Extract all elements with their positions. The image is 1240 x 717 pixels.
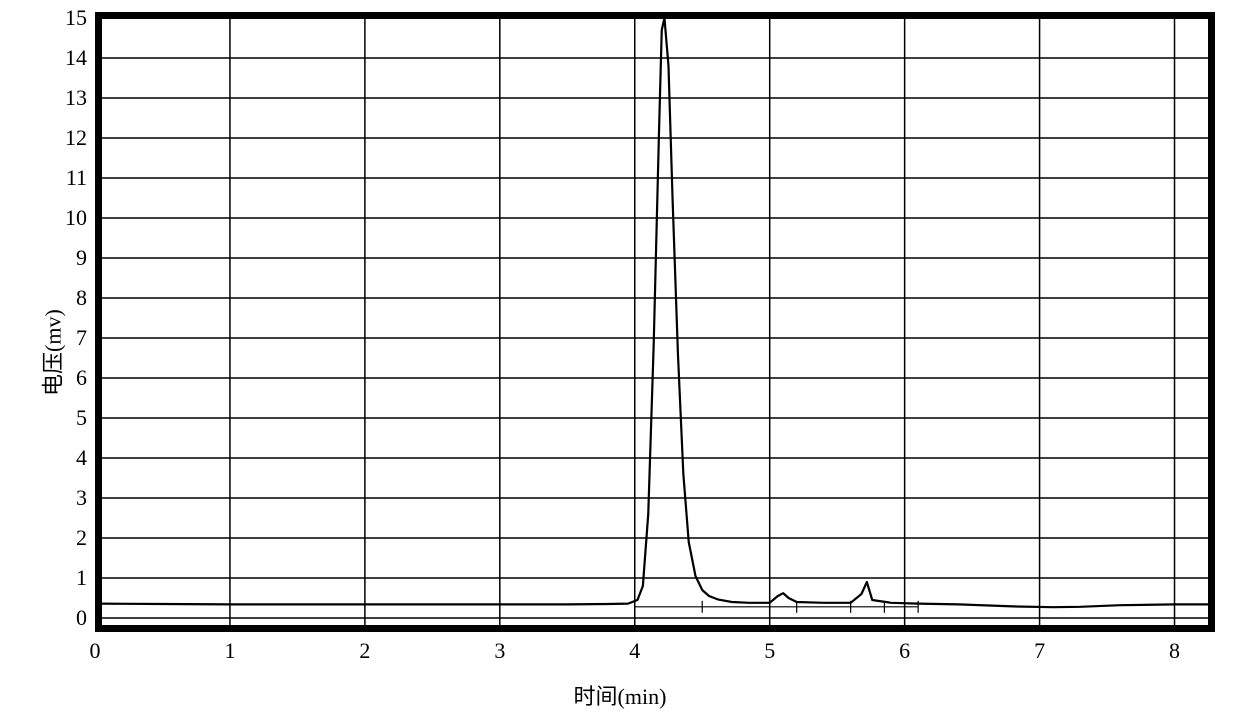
y-tick-label: 3: [2, 485, 87, 511]
y-tick-label: 2: [2, 525, 87, 551]
x-tick-label: 4: [629, 638, 640, 664]
y-tick-label: 5: [2, 405, 87, 431]
x-tick-label: 6: [899, 638, 910, 664]
y-tick-labels: 0123456789101112131415: [0, 12, 87, 632]
x-tick-label: 1: [224, 638, 235, 664]
y-tick-label: 12: [2, 125, 87, 151]
x-tick-label: 5: [764, 638, 775, 664]
y-tick-label: 7: [2, 325, 87, 351]
y-tick-label: 4: [2, 445, 87, 471]
y-tick-label: 0: [2, 605, 87, 631]
y-tick-label: 6: [2, 365, 87, 391]
plot-svg: [95, 12, 1215, 632]
y-tick-label: 11: [2, 165, 87, 191]
x-axis-label: 时间(min): [574, 679, 667, 711]
x-tick-label: 3: [494, 638, 505, 664]
x-tick-label: 0: [90, 638, 101, 664]
y-tick-label: 13: [2, 85, 87, 111]
chromatogram-chart: 电压(mv) 时间(min) 0123456789101112131415 01…: [0, 0, 1240, 717]
x-tick-label: 2: [359, 638, 370, 664]
x-tick-label: 7: [1034, 638, 1045, 664]
y-tick-label: 8: [2, 285, 87, 311]
x-tick-label: 8: [1169, 638, 1180, 664]
y-tick-label: 15: [2, 5, 87, 31]
x-tick-labels: 012345678: [95, 638, 1215, 678]
y-tick-label: 9: [2, 245, 87, 271]
y-tick-label: 14: [2, 45, 87, 71]
y-tick-label: 1: [2, 565, 87, 591]
y-tick-label: 10: [2, 205, 87, 231]
